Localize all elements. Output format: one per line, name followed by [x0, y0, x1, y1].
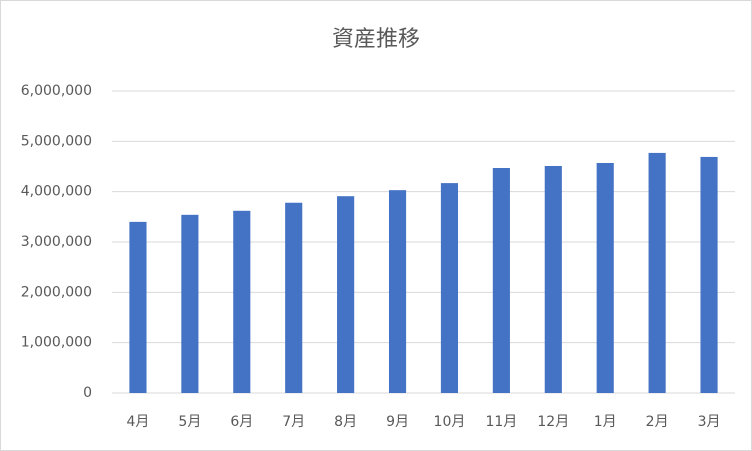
bar	[544, 165, 562, 393]
bar	[181, 214, 199, 393]
x-tick-label: 1月	[594, 414, 617, 430]
x-tick-label: 4月	[126, 414, 149, 430]
bar	[337, 196, 355, 393]
x-tick-label: 11月	[485, 414, 517, 430]
y-tick-label: 0	[83, 385, 92, 401]
bar	[700, 156, 718, 393]
y-tick-label: 4,000,000	[21, 184, 92, 200]
bar	[233, 210, 251, 393]
x-tick-label: 10月	[434, 414, 466, 430]
bar	[648, 152, 666, 393]
x-tick-label: 5月	[178, 414, 201, 430]
x-tick-label: 2月	[646, 414, 669, 430]
bar	[596, 162, 614, 393]
y-tick-label: 2,000,000	[21, 284, 92, 300]
bar	[388, 190, 407, 393]
y-tick-label: 6,000,000	[21, 83, 92, 99]
y-tick-label: 3,000,000	[21, 234, 92, 250]
bar	[440, 183, 459, 393]
x-tick-label: 12月	[537, 414, 569, 430]
x-tick-label: 3月	[698, 414, 721, 430]
y-tick-label: 1,000,000	[21, 335, 92, 351]
bar	[285, 202, 303, 393]
x-tick-label: 8月	[334, 414, 357, 430]
bar	[129, 221, 147, 393]
x-tick-label: 7月	[282, 414, 305, 430]
bar	[492, 168, 510, 393]
x-tick-label: 6月	[230, 414, 253, 430]
chart-title: 資産推移	[332, 27, 420, 52]
y-tick-label: 5,000,000	[21, 133, 92, 149]
x-tick-label: 9月	[386, 414, 409, 430]
